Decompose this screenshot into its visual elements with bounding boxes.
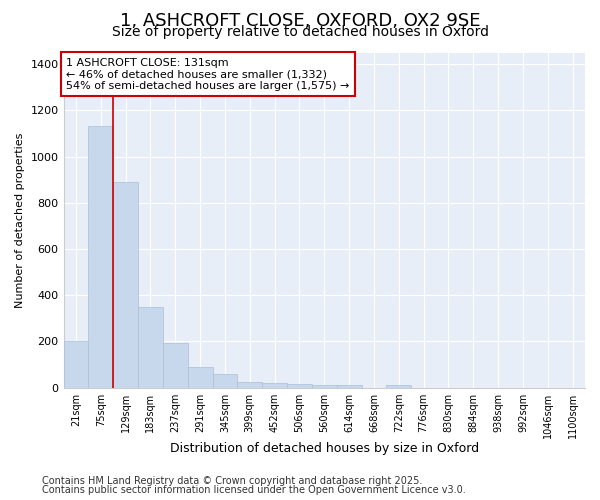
Text: Contains HM Land Registry data © Crown copyright and database right 2025.: Contains HM Land Registry data © Crown c… — [42, 476, 422, 486]
Y-axis label: Number of detached properties: Number of detached properties — [15, 132, 25, 308]
Bar — [113, 182, 138, 388]
Text: Size of property relative to detached houses in Oxford: Size of property relative to detached ho… — [112, 25, 488, 39]
Bar — [212, 374, 238, 388]
Bar — [337, 386, 362, 388]
Bar — [262, 383, 287, 388]
Bar — [138, 307, 163, 388]
Text: Contains public sector information licensed under the Open Government Licence v3: Contains public sector information licen… — [42, 485, 466, 495]
Bar — [386, 386, 411, 388]
Bar — [163, 342, 188, 388]
Bar — [312, 386, 337, 388]
Text: 1, ASHCROFT CLOSE, OXFORD, OX2 9SE: 1, ASHCROFT CLOSE, OXFORD, OX2 9SE — [120, 12, 480, 30]
X-axis label: Distribution of detached houses by size in Oxford: Distribution of detached houses by size … — [170, 442, 479, 455]
Bar — [64, 342, 88, 388]
Bar — [88, 126, 113, 388]
Text: 1 ASHCROFT CLOSE: 131sqm
← 46% of detached houses are smaller (1,332)
54% of sem: 1 ASHCROFT CLOSE: 131sqm ← 46% of detach… — [66, 58, 350, 90]
Bar — [287, 384, 312, 388]
Bar — [238, 382, 262, 388]
Bar — [188, 367, 212, 388]
